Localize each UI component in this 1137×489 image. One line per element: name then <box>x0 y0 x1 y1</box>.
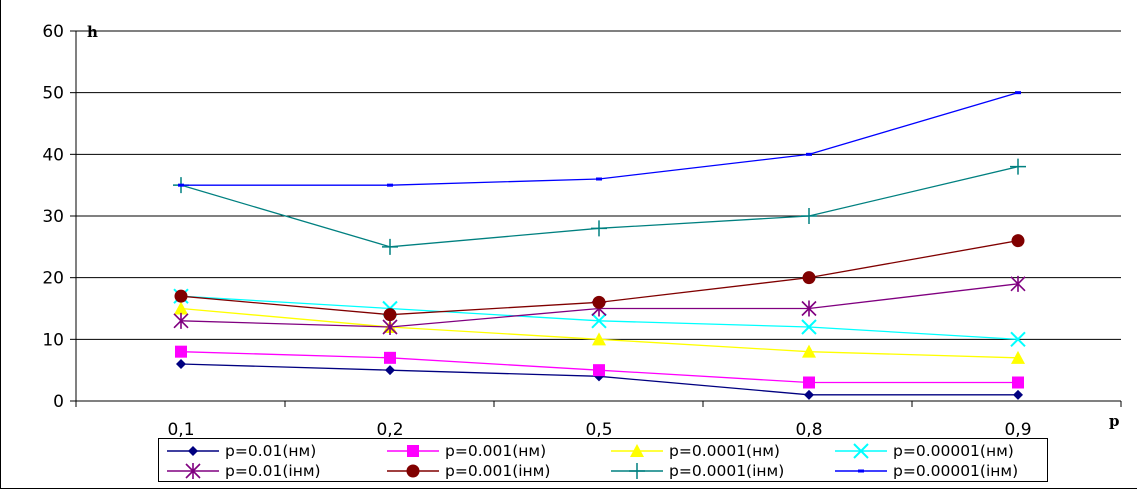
legend-symbol <box>835 469 887 473</box>
data-point <box>806 152 812 156</box>
data-point <box>591 313 607 329</box>
data-point <box>382 319 398 335</box>
legend-label: p=0.0001(нм) <box>669 442 780 460</box>
x-tick-label: 0,8 <box>795 420 822 440</box>
legend-item: p=0.0001(інм) <box>609 461 824 481</box>
data-point <box>802 271 816 285</box>
data-point <box>176 359 186 369</box>
data-point <box>592 295 606 309</box>
data-point <box>1011 234 1025 248</box>
chart-legend: p=0.01(нм) p=0.001(нм) p=0.0001(нм) p=0.000… <box>158 438 1048 482</box>
data-point <box>384 351 396 364</box>
legend-marker <box>185 463 201 479</box>
x-axis-title: p <box>1109 412 1120 430</box>
data-point <box>387 183 393 187</box>
data-point <box>802 344 816 358</box>
legend-marker <box>188 446 198 456</box>
data-point <box>175 345 187 358</box>
y-tick-label: 60 <box>42 22 64 42</box>
data-point <box>178 183 184 187</box>
x-tick-label: 0,5 <box>585 420 612 440</box>
legend-symbol <box>387 464 439 478</box>
legend-label: p=0.00001(нм) <box>893 442 1014 460</box>
legend-item: p=0.0001(нм) <box>609 441 824 461</box>
legend-symbol <box>611 463 663 479</box>
legend-label: p=0.01(інм) <box>225 462 321 480</box>
legend-symbol <box>611 444 663 457</box>
data-point <box>1015 91 1021 95</box>
x-tick-label: 0,2 <box>376 420 403 440</box>
legend-marker <box>853 443 869 459</box>
data-point <box>1010 275 1026 292</box>
legend-item: p=0.01(інм) <box>165 461 380 481</box>
legend-label: p=0.01(нм) <box>225 442 317 460</box>
x-tick-label: 0,1 <box>167 420 194 440</box>
legend-label: p=0.001(інм) <box>445 462 551 480</box>
legend-item: p=0.001(інм) <box>385 461 600 481</box>
y-tick-label: 20 <box>42 269 64 289</box>
legend-marker <box>858 469 864 473</box>
legend-item: p=0.01(нм) <box>165 441 380 461</box>
data-point <box>804 389 814 400</box>
legend-symbol <box>835 443 887 459</box>
data-point <box>801 300 817 317</box>
legend-item: p=0.00001(інм) <box>833 461 1048 481</box>
data-point <box>592 332 606 346</box>
data-point <box>174 289 188 303</box>
data-point <box>596 177 602 181</box>
y-tick-label: 50 <box>42 84 64 104</box>
legend-label: p=0.00001(інм) <box>893 462 1019 480</box>
data-point <box>1011 350 1025 364</box>
y-tick-label: 40 <box>42 145 64 165</box>
data-point <box>591 220 607 237</box>
y-axis-title: h <box>87 23 98 41</box>
series-line <box>181 92 1019 186</box>
data-point <box>801 319 817 335</box>
legend-symbol <box>167 463 219 479</box>
legend-item: p=0.00001(нм) <box>833 441 1048 461</box>
data-point <box>1010 331 1026 348</box>
series-6 <box>174 234 1025 322</box>
data-point <box>383 308 397 322</box>
legend-marker <box>629 463 645 479</box>
y-tick-label: 10 <box>42 330 64 350</box>
series-7 <box>173 158 1026 255</box>
legend-label: p=0.0001(інм) <box>669 462 785 480</box>
y-tick-label: 30 <box>42 207 64 227</box>
legend-symbol <box>167 446 219 456</box>
data-point <box>801 208 817 224</box>
series-2 <box>175 345 1024 389</box>
data-point <box>1010 158 1026 175</box>
data-point <box>385 365 395 376</box>
data-point <box>593 364 605 377</box>
legend-item: p=0.001(нм) <box>385 441 600 461</box>
data-point <box>1012 376 1024 389</box>
data-point <box>382 238 398 255</box>
legend-symbol <box>387 445 439 457</box>
data-point <box>803 376 815 389</box>
series-8 <box>178 91 1021 187</box>
y-tick-label: 0 <box>53 392 64 412</box>
legend-label: p=0.001(нм) <box>445 442 547 460</box>
data-point <box>173 312 189 329</box>
legend-marker <box>407 445 419 457</box>
data-point <box>174 301 188 315</box>
x-tick-label: 0,9 <box>1004 420 1031 440</box>
data-point <box>1013 389 1023 400</box>
legend-marker <box>630 444 644 457</box>
legend-marker <box>406 464 420 478</box>
